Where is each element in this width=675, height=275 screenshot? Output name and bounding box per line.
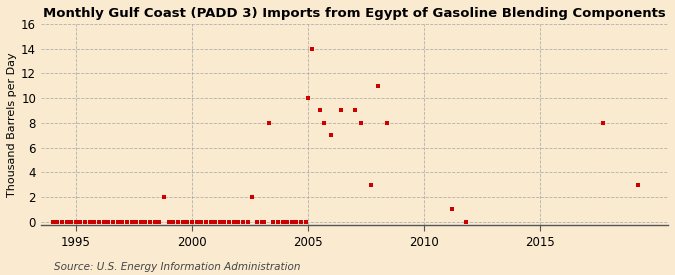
Point	[281, 219, 292, 224]
Point	[200, 219, 211, 224]
Point	[144, 219, 155, 224]
Point	[65, 219, 76, 224]
Point	[126, 219, 137, 224]
Point	[173, 219, 184, 224]
Point	[191, 219, 202, 224]
Point	[70, 219, 81, 224]
Point	[61, 219, 72, 224]
Point	[447, 207, 458, 211]
Point	[302, 96, 313, 100]
Point	[273, 219, 284, 224]
Point	[263, 120, 274, 125]
Point	[335, 108, 346, 113]
Point	[52, 219, 63, 224]
Point	[47, 219, 58, 224]
Point	[460, 219, 471, 224]
Point	[247, 195, 258, 199]
Point	[75, 219, 86, 224]
Point	[319, 120, 329, 125]
Point	[228, 219, 239, 224]
Point	[268, 219, 279, 224]
Point	[112, 219, 123, 224]
Point	[277, 219, 288, 224]
Point	[381, 120, 392, 125]
Point	[80, 219, 90, 224]
Point	[291, 219, 302, 224]
Point	[136, 219, 146, 224]
Point	[117, 219, 128, 224]
Point	[238, 219, 248, 224]
Point	[196, 219, 207, 224]
Point	[94, 219, 105, 224]
Point	[597, 120, 608, 125]
Point	[300, 219, 311, 224]
Point	[149, 219, 160, 224]
Point	[154, 219, 165, 224]
Point	[210, 219, 221, 224]
Point	[182, 219, 192, 224]
Point	[215, 219, 225, 224]
Point	[205, 219, 216, 224]
Point	[365, 182, 376, 187]
Point	[349, 108, 360, 113]
Point	[315, 108, 325, 113]
Point	[131, 219, 142, 224]
Point	[306, 46, 317, 51]
Point	[84, 219, 95, 224]
Point	[140, 219, 151, 224]
Point	[356, 120, 367, 125]
Y-axis label: Thousand Barrels per Day: Thousand Barrels per Day	[7, 52, 17, 197]
Point	[159, 195, 169, 199]
Point	[89, 219, 100, 224]
Point	[632, 182, 643, 187]
Point	[256, 219, 267, 224]
Text: Source: U.S. Energy Information Administration: Source: U.S. Energy Information Administ…	[54, 262, 300, 272]
Point	[107, 219, 118, 224]
Point	[296, 219, 306, 224]
Point	[57, 219, 68, 224]
Point	[178, 219, 188, 224]
Point	[168, 219, 179, 224]
Point	[103, 219, 113, 224]
Point	[252, 219, 263, 224]
Point	[233, 219, 244, 224]
Point	[326, 133, 337, 137]
Point	[186, 219, 197, 224]
Point	[122, 219, 132, 224]
Point	[373, 84, 383, 88]
Point	[163, 219, 174, 224]
Point	[99, 219, 109, 224]
Point	[219, 219, 230, 224]
Point	[286, 219, 297, 224]
Title: Monthly Gulf Coast (PADD 3) Imports from Egypt of Gasoline Blending Components: Monthly Gulf Coast (PADD 3) Imports from…	[43, 7, 666, 20]
Point	[223, 219, 234, 224]
Point	[242, 219, 253, 224]
Point	[259, 219, 269, 224]
